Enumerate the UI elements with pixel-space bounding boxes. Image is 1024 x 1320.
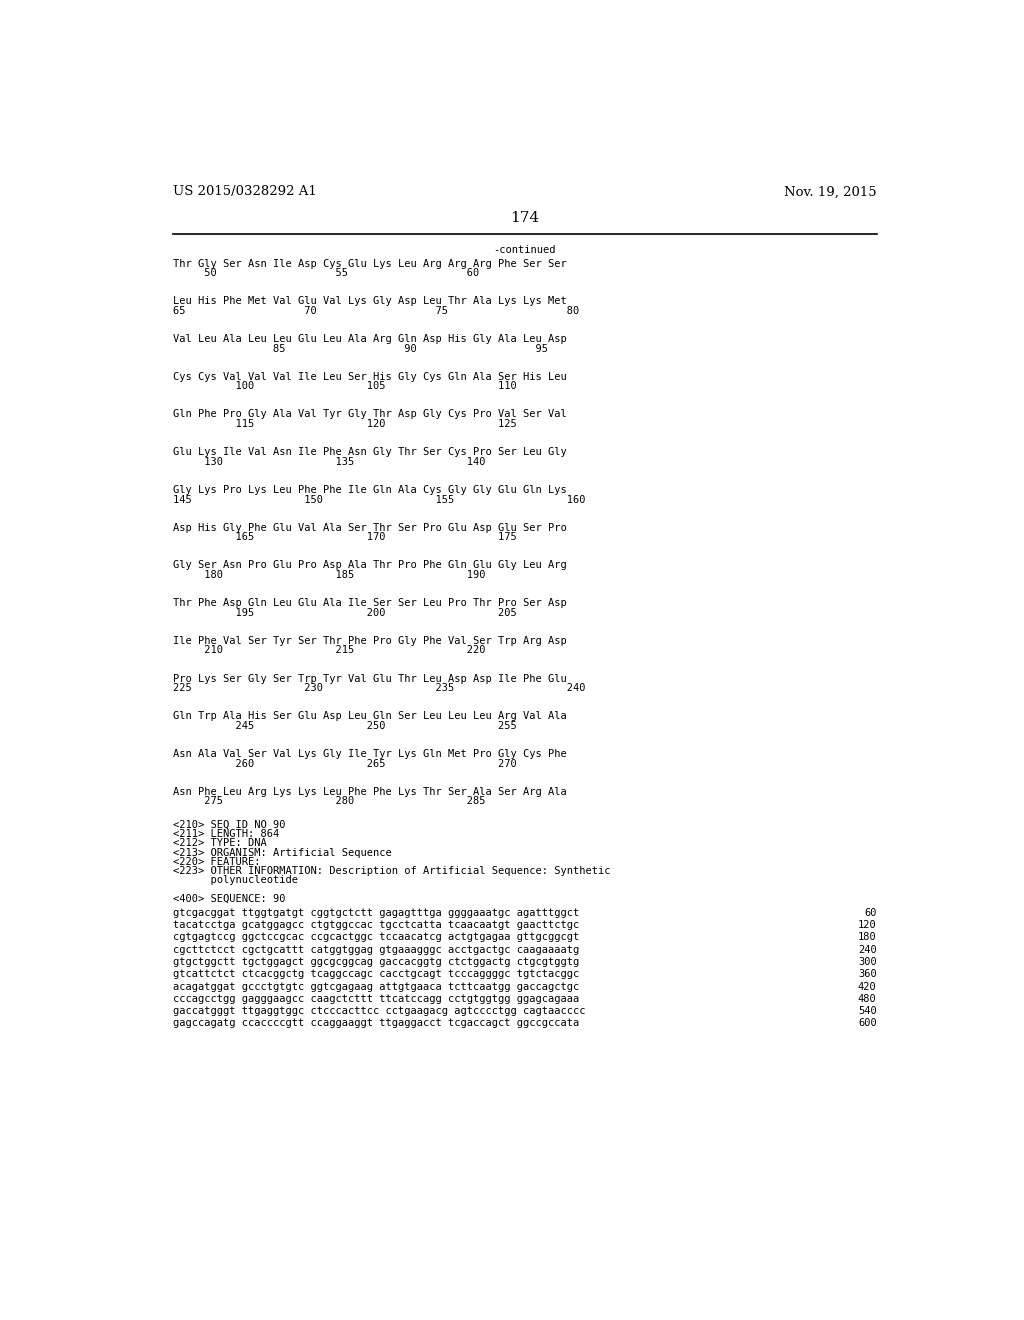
Text: 360: 360 [858, 969, 877, 979]
Text: 210                  215                  220: 210 215 220 [173, 645, 485, 656]
Text: 195                  200                  205: 195 200 205 [173, 607, 517, 618]
Text: Ile Phe Val Ser Tyr Ser Thr Phe Pro Gly Phe Val Ser Trp Arg Asp: Ile Phe Val Ser Tyr Ser Thr Phe Pro Gly … [173, 636, 566, 645]
Text: US 2015/0328292 A1: US 2015/0328292 A1 [173, 185, 316, 198]
Text: Pro Lys Ser Gly Ser Trp Tyr Val Glu Thr Leu Asp Asp Ile Phe Glu: Pro Lys Ser Gly Ser Trp Tyr Val Glu Thr … [173, 673, 566, 684]
Text: gagccagatg ccaccccgtt ccaggaaggt ttgaggacct tcgaccagct ggccgccata: gagccagatg ccaccccgtt ccaggaaggt ttgagga… [173, 1019, 580, 1028]
Text: 165                  170                  175: 165 170 175 [173, 532, 517, 543]
Text: 180: 180 [858, 932, 877, 942]
Text: <213> ORGANISM: Artificial Sequence: <213> ORGANISM: Artificial Sequence [173, 847, 392, 858]
Text: Gly Ser Asn Pro Glu Pro Asp Ala Thr Pro Phe Gln Glu Gly Leu Arg: Gly Ser Asn Pro Glu Pro Asp Ala Thr Pro … [173, 561, 566, 570]
Text: 240: 240 [858, 945, 877, 954]
Text: Gln Trp Ala His Ser Glu Asp Leu Gln Ser Leu Leu Leu Arg Val Ala: Gln Trp Ala His Ser Glu Asp Leu Gln Ser … [173, 711, 566, 721]
Text: 115                  120                  125: 115 120 125 [173, 418, 517, 429]
Text: Cys Cys Val Val Val Ile Leu Ser His Gly Cys Gln Ala Ser His Leu: Cys Cys Val Val Val Ile Leu Ser His Gly … [173, 372, 566, 381]
Text: gtgctggctt tgctggagct ggcgcggcag gaccacggtg ctctggactg ctgcgtggtg: gtgctggctt tgctggagct ggcgcggcag gaccacg… [173, 957, 580, 966]
Text: 420: 420 [858, 982, 877, 991]
Text: Asp His Gly Phe Glu Val Ala Ser Thr Ser Pro Glu Asp Glu Ser Pro: Asp His Gly Phe Glu Val Ala Ser Thr Ser … [173, 523, 566, 532]
Text: 540: 540 [858, 1006, 877, 1016]
Text: <211> LENGTH: 864: <211> LENGTH: 864 [173, 829, 280, 840]
Text: Thr Gly Ser Asn Ile Asp Cys Glu Lys Leu Arg Arg Arg Phe Ser Ser: Thr Gly Ser Asn Ile Asp Cys Glu Lys Leu … [173, 259, 566, 268]
Text: 260                  265                  270: 260 265 270 [173, 759, 517, 768]
Text: <220> FEATURE:: <220> FEATURE: [173, 857, 260, 867]
Text: Nov. 19, 2015: Nov. 19, 2015 [784, 185, 877, 198]
Text: gtcgacggat ttggtgatgt cggtgctctt gagagtttga ggggaaatgc agatttggct: gtcgacggat ttggtgatgt cggtgctctt gagagtt… [173, 908, 580, 917]
Text: 120: 120 [858, 920, 877, 929]
Text: 245                  250                  255: 245 250 255 [173, 721, 517, 731]
Text: 480: 480 [858, 994, 877, 1003]
Text: cgcttctcct cgctgcattt catggtggag gtgaaagggc acctgactgc caagaaaatg: cgcttctcct cgctgcattt catggtggag gtgaaag… [173, 945, 580, 954]
Text: polynucleotide: polynucleotide [173, 875, 298, 886]
Text: <212> TYPE: DNA: <212> TYPE: DNA [173, 838, 266, 849]
Text: Leu His Phe Met Val Glu Val Lys Gly Asp Leu Thr Ala Lys Lys Met: Leu His Phe Met Val Glu Val Lys Gly Asp … [173, 296, 566, 306]
Text: 85                   90                   95: 85 90 95 [173, 343, 548, 354]
Text: <400> SEQUENCE: 90: <400> SEQUENCE: 90 [173, 894, 286, 904]
Text: tacatcctga gcatggagcc ctgtggccac tgcctcatta tcaacaatgt gaacttctgc: tacatcctga gcatggagcc ctgtggccac tgcctca… [173, 920, 580, 929]
Text: 100                  105                  110: 100 105 110 [173, 381, 517, 391]
Text: 180                  185                  190: 180 185 190 [173, 570, 485, 579]
Text: 600: 600 [858, 1019, 877, 1028]
Text: 65                   70                   75                   80: 65 70 75 80 [173, 306, 580, 315]
Text: 50                   55                   60: 50 55 60 [173, 268, 479, 279]
Text: 145                  150                  155                  160: 145 150 155 160 [173, 495, 586, 504]
Text: <210> SEQ ID NO 90: <210> SEQ ID NO 90 [173, 820, 286, 830]
Text: 275                  280                  285: 275 280 285 [173, 796, 485, 807]
Text: <223> OTHER INFORMATION: Description of Artificial Sequence: Synthetic: <223> OTHER INFORMATION: Description of … [173, 866, 610, 876]
Text: 60: 60 [864, 908, 877, 917]
Text: Glu Lys Ile Val Asn Ile Phe Asn Gly Thr Ser Cys Pro Ser Leu Gly: Glu Lys Ile Val Asn Ile Phe Asn Gly Thr … [173, 447, 566, 457]
Text: 225                  230                  235                  240: 225 230 235 240 [173, 684, 586, 693]
Text: cgtgagtccg ggctccgcac ccgcactggc tccaacatcg actgtgagaa gttgcggcgt: cgtgagtccg ggctccgcac ccgcactggc tccaaca… [173, 932, 580, 942]
Text: 174: 174 [510, 211, 540, 224]
Text: Thr Phe Asp Gln Leu Glu Ala Ile Ser Ser Leu Pro Thr Pro Ser Asp: Thr Phe Asp Gln Leu Glu Ala Ile Ser Ser … [173, 598, 566, 609]
Text: Gln Phe Pro Gly Ala Val Tyr Gly Thr Asp Gly Cys Pro Val Ser Val: Gln Phe Pro Gly Ala Val Tyr Gly Thr Asp … [173, 409, 566, 420]
Text: Val Leu Ala Leu Leu Glu Leu Ala Arg Gln Asp His Gly Ala Leu Asp: Val Leu Ala Leu Leu Glu Leu Ala Arg Gln … [173, 334, 566, 345]
Text: 130                  135                  140: 130 135 140 [173, 457, 485, 467]
Text: gaccatgggt ttgaggtggc ctcccacttcc cctgaagacg agtcccctgg cagtaacccc: gaccatgggt ttgaggtggc ctcccacttcc cctgaa… [173, 1006, 586, 1016]
Text: gtcattctct ctcacggctg tcaggccagc cacctgcagt tcccaggggc tgtctacggc: gtcattctct ctcacggctg tcaggccagc cacctgc… [173, 969, 580, 979]
Text: Asn Phe Leu Arg Lys Lys Leu Phe Phe Lys Thr Ser Ala Ser Arg Ala: Asn Phe Leu Arg Lys Lys Leu Phe Phe Lys … [173, 787, 566, 797]
Text: acagatggat gccctgtgtc ggtcgagaag attgtgaaca tcttcaatgg gaccagctgc: acagatggat gccctgtgtc ggtcgagaag attgtga… [173, 982, 580, 991]
Text: Gly Lys Pro Lys Leu Phe Phe Ile Gln Ala Cys Gly Gly Glu Gln Lys: Gly Lys Pro Lys Leu Phe Phe Ile Gln Ala … [173, 484, 566, 495]
Text: 300: 300 [858, 957, 877, 966]
Text: Asn Ala Val Ser Val Lys Gly Ile Tyr Lys Gln Met Pro Gly Cys Phe: Asn Ala Val Ser Val Lys Gly Ile Tyr Lys … [173, 748, 566, 759]
Text: -continued: -continued [494, 244, 556, 255]
Text: cccagcctgg gagggaagcc caagctcttt ttcatccagg cctgtggtgg ggagcagaaa: cccagcctgg gagggaagcc caagctcttt ttcatcc… [173, 994, 580, 1003]
